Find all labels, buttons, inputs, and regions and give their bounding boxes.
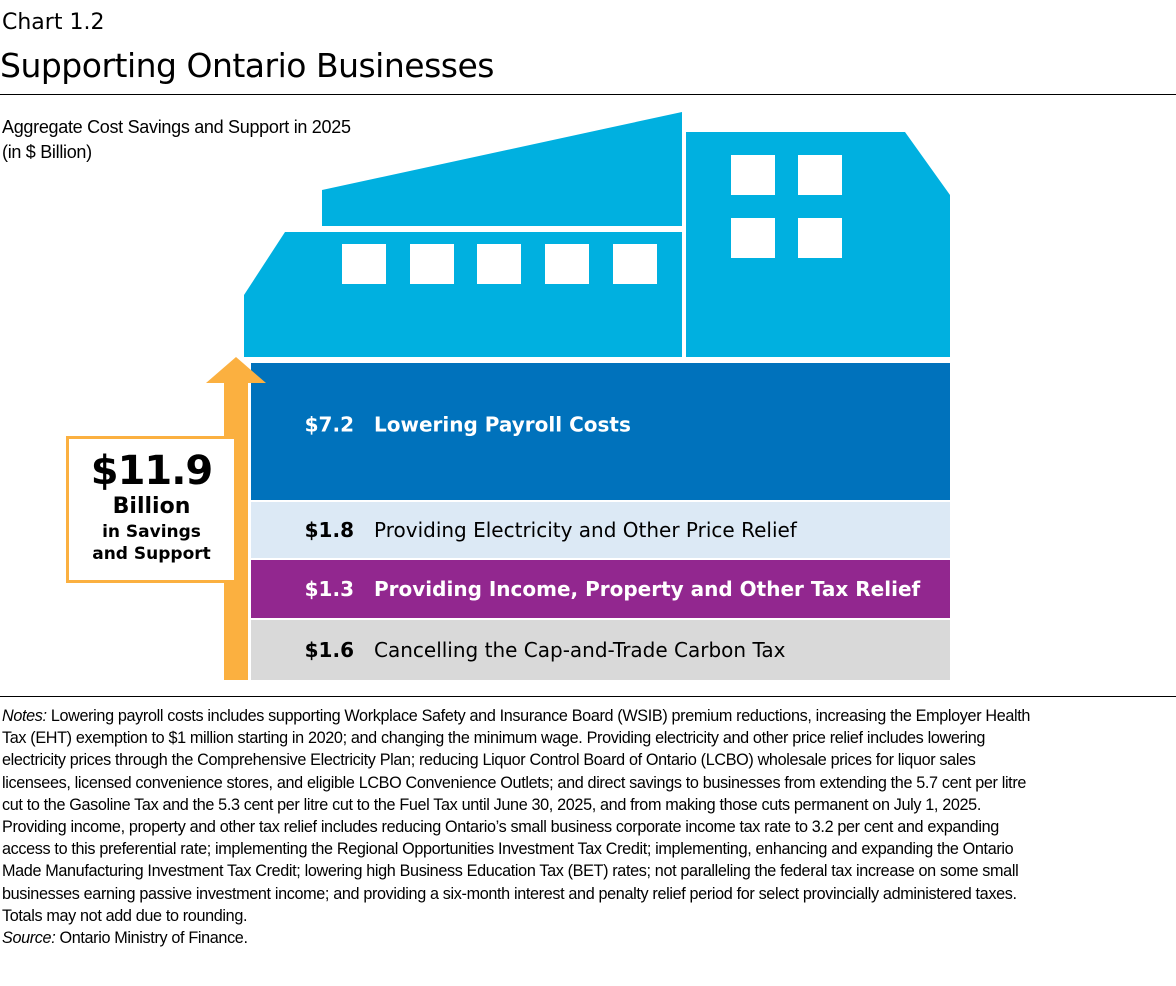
total-unit: Billion	[112, 494, 191, 519]
bar-value-label: $1.6	[305, 638, 354, 662]
notes-divider	[0, 696, 1176, 697]
note-line: Notes: Lowering payroll costs includes s…	[2, 707, 1031, 725]
building-graphic: $7.2 Lowering Payroll Costs $1.8 Providing …	[206, 112, 950, 680]
bar-category-label: Cancelling the Cap-and-Trade Carbon Tax	[374, 638, 786, 662]
stacked-bars: $7.2 Lowering Payroll Costs $1.8 Providing …	[251, 363, 950, 680]
note-line: Totals may not add due to rounding.	[2, 906, 248, 925]
note-line: electricity prices through the Comprehen…	[2, 751, 976, 770]
title-divider	[0, 94, 1176, 95]
note-line: Tax (EHT) exemption to $1 million starti…	[2, 729, 986, 748]
total-value: $11.9	[90, 448, 214, 494]
note-line: Made Manufacturing Investment Tax Credit…	[2, 862, 1019, 881]
building-icon	[244, 112, 950, 357]
window	[545, 244, 589, 284]
window	[342, 244, 386, 284]
bar-segment	[251, 502, 950, 558]
note-line: cut to the Gasoline Tax and the 5.3 cent…	[2, 795, 981, 814]
window	[613, 244, 657, 284]
subtitle-line-1: Aggregate Cost Savings and Support in 20…	[2, 117, 351, 137]
note-line: businesses earning passive investment in…	[2, 884, 1017, 903]
total-callout: $11.9 Billion in Savings and Support	[66, 436, 237, 583]
note-line: Source: Ontario Ministry of Finance.	[2, 929, 248, 948]
bar-category-label: Providing Income, Property and Other Tax…	[374, 577, 921, 601]
building-upper-roof	[322, 112, 682, 226]
window	[477, 244, 521, 284]
note-line: Providing income, property and other tax…	[2, 818, 999, 837]
notes: Notes: Lowering payroll costs includes s…	[2, 705, 1174, 949]
window	[731, 218, 775, 258]
chart-label: Chart 1.2	[2, 10, 105, 35]
bar-category-label: Lowering Payroll Costs	[374, 413, 631, 437]
chart-subtitle: Aggregate Cost Savings and Support in 20…	[2, 115, 351, 165]
note-label: Source:	[2, 929, 56, 948]
building-windows	[342, 155, 842, 284]
note-label: Notes:	[2, 707, 47, 725]
bar-segment	[251, 560, 950, 618]
window	[798, 218, 842, 258]
chart-title: Supporting Ontario Businesses	[0, 46, 494, 85]
note-line: licensees, licensed convenience stores, …	[2, 773, 1027, 792]
window	[410, 244, 454, 284]
bar-value-label: $7.2	[305, 413, 354, 437]
bar-value-label: $1.8	[305, 518, 354, 542]
subtitle-line-2: (in $ Billion)	[2, 142, 92, 162]
arrow-head	[206, 357, 266, 383]
bar-value-label: $1.3	[305, 577, 354, 601]
window	[798, 155, 842, 195]
bar-segment	[251, 363, 950, 500]
total-caption-1: in Savings	[102, 522, 201, 542]
note-line: access to this preferential rate; implem…	[2, 840, 1014, 859]
bar-segment	[251, 620, 950, 680]
total-caption-2: and Support	[92, 544, 211, 564]
bar-category-label: Providing Electricity and Other Price Re…	[374, 518, 798, 542]
window	[731, 155, 775, 195]
